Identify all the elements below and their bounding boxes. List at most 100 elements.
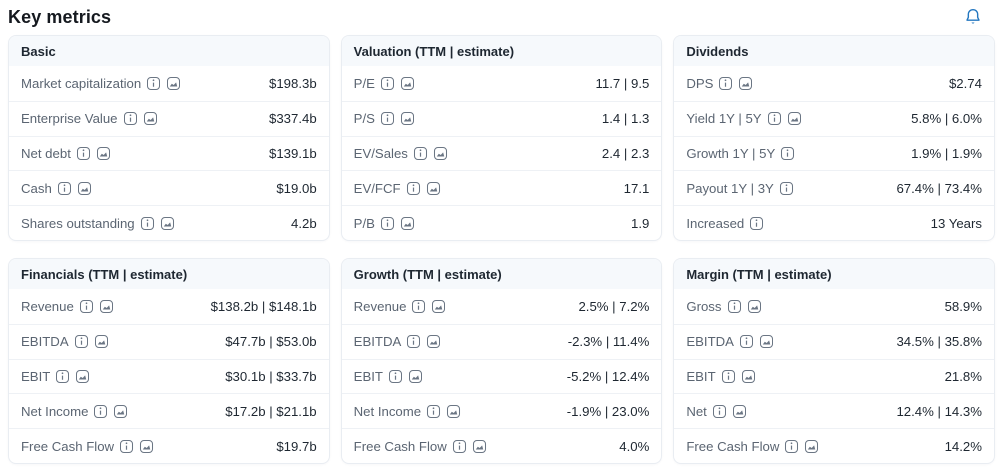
info-icon[interactable] xyxy=(79,299,94,314)
chart-icon[interactable] xyxy=(433,146,448,161)
chart-icon[interactable] xyxy=(77,181,92,196)
info-icon[interactable] xyxy=(426,404,441,419)
info-icon[interactable] xyxy=(718,76,733,91)
metric-label: Net Income xyxy=(21,404,128,419)
metric-value: 1.9 xyxy=(630,215,650,231)
metric-row: EV/Sales 2.4 | 2.3 xyxy=(341,135,662,171)
chart-icon[interactable] xyxy=(166,76,181,91)
notifications-button[interactable] xyxy=(963,7,983,27)
metric-label-text: Free Cash Flow xyxy=(353,438,447,454)
card-rows: Gross 58.9% EBITDA xyxy=(674,289,994,463)
chart-icon[interactable] xyxy=(741,369,756,384)
metric-row: Increased 13 Years xyxy=(674,205,994,240)
info-icon[interactable] xyxy=(779,181,794,196)
metric-label-text: Free Cash Flow xyxy=(21,438,115,454)
chart-icon[interactable] xyxy=(472,439,487,454)
metric-value: -1.9% | 23.0% xyxy=(566,403,650,419)
chart-icon[interactable] xyxy=(426,334,441,349)
chart-icon[interactable] xyxy=(400,216,415,231)
chart-icon[interactable] xyxy=(759,334,774,349)
chart-icon[interactable] xyxy=(787,111,802,126)
metric-label-text: Net Income xyxy=(353,403,422,419)
metric-label-text: Yield 1Y | 5Y xyxy=(686,111,762,127)
metric-row: Growth 1Y | 5Y 1.9% | 1.9% xyxy=(674,135,994,171)
chart-icon[interactable] xyxy=(99,299,114,314)
info-icon[interactable] xyxy=(380,216,395,231)
metric-value: 4.2b xyxy=(290,215,317,231)
info-icon[interactable] xyxy=(406,334,421,349)
info-icon[interactable] xyxy=(55,369,70,384)
metric-label-text: Enterprise Value xyxy=(21,111,118,127)
chart-icon[interactable] xyxy=(446,404,461,419)
info-icon[interactable] xyxy=(388,369,403,384)
chart-icon[interactable] xyxy=(431,299,446,314)
chart-icon[interactable] xyxy=(75,369,90,384)
info-icon[interactable] xyxy=(727,299,742,314)
info-icon[interactable] xyxy=(140,216,155,231)
info-icon[interactable] xyxy=(721,369,736,384)
metric-value: $139.1b xyxy=(268,145,317,161)
chart-icon[interactable] xyxy=(738,76,753,91)
metric-label: EV/Sales xyxy=(354,146,448,161)
metric-row: DPS $2.74 xyxy=(674,66,994,101)
chart-icon[interactable] xyxy=(400,111,415,126)
metric-row: Revenue 2.5% | 7.2% xyxy=(342,289,662,324)
info-icon[interactable] xyxy=(784,439,799,454)
card-rows: Revenue 2.5% | 7.2% EBITDA xyxy=(341,289,662,463)
metric-row: P/S 1.4 | 1.3 xyxy=(341,100,662,136)
metrics-card: Growth (TTM | estimate) Revenue 2.5% | 7… xyxy=(340,257,663,464)
chart-icon[interactable] xyxy=(804,439,819,454)
info-icon[interactable] xyxy=(380,76,395,91)
chart-icon[interactable] xyxy=(426,181,441,196)
metric-label-text: Shares outstanding xyxy=(21,215,135,231)
info-icon[interactable] xyxy=(57,181,72,196)
chart-icon[interactable] xyxy=(113,404,128,419)
chart-icon[interactable] xyxy=(160,216,175,231)
chart-icon[interactable] xyxy=(143,111,158,126)
card-rows: DPS $2.74 Yield 1Y | 5Y xyxy=(674,66,994,240)
metric-label: P/B xyxy=(354,216,415,231)
info-icon[interactable] xyxy=(406,181,421,196)
metric-label-text: EV/FCF xyxy=(353,180,401,196)
metric-label: EBIT xyxy=(686,369,755,384)
metric-value: 67.4% | 73.4% xyxy=(896,180,982,196)
info-icon[interactable] xyxy=(749,216,764,231)
info-icon[interactable] xyxy=(767,111,782,126)
metric-value: -5.2% | 12.4% xyxy=(566,368,650,384)
metric-row: Gross 58.9% xyxy=(674,289,994,324)
info-icon[interactable] xyxy=(93,404,108,419)
metric-label: P/E xyxy=(354,76,415,91)
metric-value: 1.9% | 1.9% xyxy=(911,145,982,161)
metric-label-text: Growth 1Y | 5Y xyxy=(686,145,776,161)
card-header: Basic xyxy=(9,36,329,66)
info-icon[interactable] xyxy=(452,439,467,454)
info-icon[interactable] xyxy=(712,404,727,419)
chart-icon[interactable] xyxy=(747,299,762,314)
info-icon[interactable] xyxy=(76,146,91,161)
metric-row: Free Cash Flow 14.2% xyxy=(674,428,994,463)
info-icon[interactable] xyxy=(74,334,89,349)
chart-icon[interactable] xyxy=(732,404,747,419)
info-icon[interactable] xyxy=(413,146,428,161)
info-icon[interactable] xyxy=(123,111,138,126)
chart-icon[interactable] xyxy=(94,334,109,349)
info-icon[interactable] xyxy=(780,146,795,161)
metric-row: Free Cash Flow 4.0% xyxy=(341,428,662,463)
chart-icon[interactable] xyxy=(139,439,154,454)
metric-label: EBIT xyxy=(21,369,90,384)
chart-icon[interactable] xyxy=(96,146,111,161)
metric-label-text: Payout 1Y | 3Y xyxy=(686,180,774,196)
info-icon[interactable] xyxy=(739,334,754,349)
metric-label: Free Cash Flow xyxy=(354,439,487,454)
info-icon[interactable] xyxy=(119,439,134,454)
info-icon[interactable] xyxy=(411,299,426,314)
metric-label-text: EBITDA xyxy=(686,334,734,350)
info-icon[interactable] xyxy=(380,111,395,126)
metric-label-text: Increased xyxy=(686,215,745,231)
metric-label-text: Revenue xyxy=(21,298,74,314)
chart-icon[interactable] xyxy=(400,76,415,91)
metric-label-text: EV/Sales xyxy=(353,145,408,161)
chart-icon[interactable] xyxy=(408,369,423,384)
info-icon[interactable] xyxy=(146,76,161,91)
card-rows: Revenue $138.2b | $148.1b EBITDA xyxy=(9,289,329,463)
